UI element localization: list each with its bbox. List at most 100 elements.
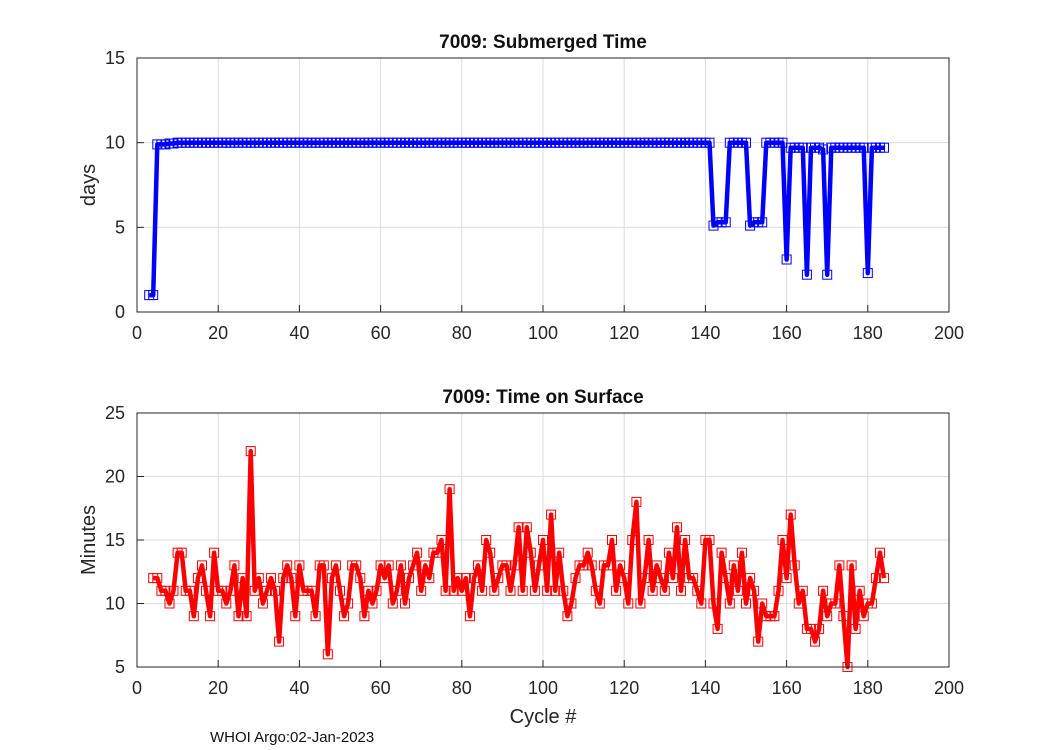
data-point-marker [830,598,841,609]
data-point-marker [290,611,301,622]
data-point-marker [879,142,889,153]
chart-title: 7009: Submerged Time [439,32,647,53]
data-point-marker [241,611,252,622]
y-tick-label: 5 [115,657,125,677]
data-point-marker [270,585,280,596]
data-point-marker [424,573,435,584]
series-polyline [153,448,887,670]
data-point-marker [440,585,451,596]
data-point-marker [712,623,723,634]
data-point-marker [582,547,593,558]
data-point-marker [209,547,220,558]
data-point-marker [351,560,362,571]
data-point-marker [590,585,601,596]
data-point-marker [469,573,479,584]
data-point-marker [850,623,861,634]
data-point-marker [643,535,654,545]
data-point-marker [383,560,394,571]
data-point-marker [724,598,735,609]
data-point-marker [814,623,825,634]
x-tick-label: 100 [528,323,558,343]
x-tick-label: 120 [609,678,639,698]
data-point-marker [708,598,719,609]
data-point-marker [538,535,548,545]
data-point-marker [757,598,768,609]
x-tick-label: 40 [289,678,309,698]
data-point-marker [245,446,256,457]
data-point-marker [330,560,341,571]
data-point-marker [404,573,414,584]
data-point-marker [176,547,187,558]
data-point-marker [477,585,488,596]
data-point-marker [688,573,699,584]
data-point-marker [326,573,337,584]
data-point-marker [676,585,686,596]
x-tick-label: 120 [609,323,639,343]
data-point-marker [221,598,232,609]
x-tick-label: 20 [208,678,228,698]
data-point-marker [521,522,532,533]
data-point-marker [473,560,483,571]
data-point-marker [391,585,402,596]
data-point-marker [777,535,788,545]
data-point-marker [822,269,833,280]
data-point-marker [647,585,658,596]
data-point-marker [485,547,496,558]
data-point-marker [797,142,808,153]
data-point-marker [741,598,751,609]
data-point-marker [408,560,419,571]
x-tick-label: 80 [452,678,472,698]
y-tick-label: 20 [105,467,125,487]
data-point-marker [448,585,459,596]
submerged-time-panel: 0 20 40 60 80 100 120 140 160 180 200 0 5 10 15 7009:… [78,32,964,343]
x-tick-label: 20 [208,323,228,343]
data-point-marker [720,573,731,584]
data-point-marker [866,598,877,609]
data-point-marker [217,585,228,596]
data-point-marker [286,573,297,584]
data-point-marker [846,560,857,571]
data-point-marker [335,585,345,596]
data-point-marker [781,254,792,265]
data-point-marker [607,535,617,545]
data-point-marker [692,585,703,596]
data-point-marker [201,585,211,596]
axes-frame [136,57,950,313]
data-point-marker [720,217,731,228]
data-point-marker [586,560,597,571]
x-tick-labels: 0 20 40 60 80 100 120 140 160 180 200 [132,678,964,698]
data-point-marker [505,585,516,596]
data-point-marker [249,585,260,596]
data-point-marker [623,598,634,609]
data-point-marker [862,268,873,279]
chart-title: 7009: Time on Surface [442,387,643,408]
data-point-marker [704,137,715,148]
x-tick-label: 0 [132,678,142,698]
data-point-marker [818,585,829,596]
data-point-marker [818,144,829,155]
x-tick-label: 0 [132,323,142,343]
data-point-marker [375,560,386,571]
y-tick-label: 10 [105,133,125,153]
data-point-marker [310,611,321,622]
data-point-marker [192,573,203,584]
data-point-marker [672,522,682,533]
x-tick-label: 100 [528,678,558,698]
data-point-marker [655,573,666,584]
x-tick-label: 160 [772,678,802,698]
x-axis-label: Cycle # [510,706,578,728]
data-point-marker [481,535,492,545]
data-point-marker [379,573,390,584]
data-point-marker [566,598,577,609]
data-point-marker [509,560,520,571]
x-tick-label: 140 [690,323,720,343]
data-point-marker [797,585,808,596]
y-tick-label: 0 [115,302,125,322]
data-point-marker [875,547,885,558]
data-point-marker [854,585,865,596]
data-point-marker [879,573,889,584]
data-point-marker [757,217,768,228]
data-point-marker [371,585,382,596]
data-point-marker [237,573,248,584]
